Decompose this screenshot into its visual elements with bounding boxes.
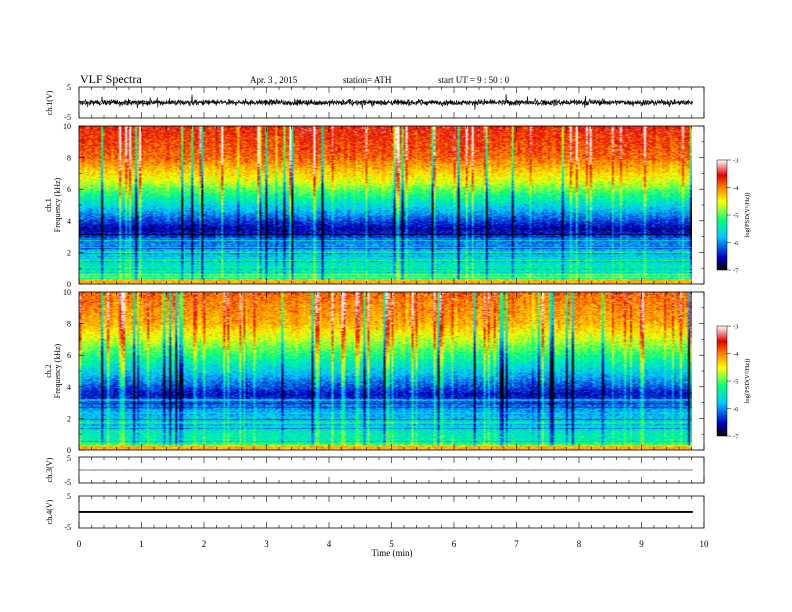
ch2-colorbar-gradient — [716, 325, 728, 437]
ch1-ytick-top: 5 — [67, 83, 71, 92]
colorbar-tick-label: -7 — [733, 268, 739, 275]
spec-ytick-label: 6 — [67, 185, 71, 194]
waveform-path-envelope — [78, 98, 694, 107]
ch4-ytick-top: 5 — [67, 492, 71, 501]
ch2-colorbar-label: log(PSD(V²/Hz)) — [744, 359, 751, 404]
ch2-spectrogram-panel: 0 2 4 6 8 10 ch.2 Frequency (kHz) -3 -4 -5 -6 -7 … — [44, 288, 751, 455]
x-tick-label: 9 — [639, 539, 644, 549]
ch1-colorbar-ticks: -3 -4 -5 -6 -7 — [727, 158, 739, 275]
colorbar-tick-label: -6 — [733, 240, 739, 247]
ch1-x-ticks — [78, 87, 705, 118]
ch1-colorbar-label: log(PSD(V²/Hz)) — [744, 193, 751, 238]
spec-ytick-label: 4 — [67, 217, 71, 226]
start-time-label: start UT = 9 : 50 : 0 — [438, 75, 510, 85]
x-tick-label: 8 — [577, 539, 582, 549]
ch1-spec-y-ticks: 0 2 4 6 8 10 — [63, 122, 704, 289]
ch1-trace — [78, 93, 694, 110]
ch2-spec-channel-label: ch.2 — [44, 364, 53, 378]
x-tick-label: 5 — [389, 539, 394, 549]
colorbar-tick-label: -5 — [733, 379, 738, 386]
spec-ytick-label: 10 — [63, 122, 71, 131]
spec-ytick-label: 2 — [67, 248, 71, 257]
ch2-spec-x-ticks — [78, 292, 705, 450]
ch4-x-ticks — [78, 496, 705, 528]
colorbar-tick-label: -4 — [733, 185, 739, 192]
x-tick-label: 6 — [452, 539, 457, 549]
ch4-trace — [79, 511, 693, 513]
ch2-spec-ylabel: Frequency (kHz) — [53, 343, 62, 398]
spec-ytick-label: 8 — [67, 320, 71, 329]
ch1-ylabel: ch.1(V) — [45, 90, 54, 115]
spec-ytick-label: 0 — [67, 280, 71, 289]
ch2-spectrogram-image — [79, 292, 692, 450]
colorbar-tick-label: -3 — [733, 158, 738, 165]
spec-ytick-label: 2 — [67, 414, 71, 423]
figure-title: VLF Spectra — [80, 72, 142, 86]
ch2-colorbar-ticks: -3 -4 -5 -6 -7 — [727, 324, 739, 441]
ch2-spec-y-ticks: 0 2 4 6 8 10 — [63, 288, 704, 455]
colorbar-tick-label: -5 — [733, 213, 738, 220]
x-tick-label: 2 — [202, 539, 207, 549]
x-tick-label: 10 — [700, 539, 710, 549]
ch4-ylabel: ch.4(V) — [45, 499, 54, 524]
spec-ytick-label: 6 — [67, 351, 71, 360]
ch1-spectrogram-panel: 0 2 4 6 8 10 ch.1 Frequency (kHz) -3 -4 -5 -6 -7 … — [44, 122, 751, 289]
ch1-panel: 5 -5 ch.1(V) — [45, 83, 705, 122]
ch2-colorbar: -3 -4 -5 -6 -7 log(PSD(V²/Hz)) — [716, 324, 751, 441]
ch3-ytick-top: 5 — [67, 454, 71, 463]
x-tick-label: 0 — [77, 539, 82, 549]
spec-ytick-label: 10 — [63, 288, 71, 297]
x-tick-label: 7 — [514, 539, 519, 549]
colorbar-tick-label: -3 — [733, 324, 738, 331]
ch3-panel: 5 -5 ch.3(V) — [45, 454, 705, 487]
date-label: Apr. 3 , 2015 — [250, 75, 298, 85]
spec-ytick-label: 8 — [67, 154, 71, 163]
ch1-ytick-bottom: -5 — [64, 113, 71, 122]
ch1-colorbar: -3 -4 -5 -6 -7 log(PSD(V²/Hz)) — [716, 158, 751, 275]
x-tick-label: 1 — [139, 539, 144, 549]
station-label: station= ATH — [343, 75, 392, 85]
spec-ytick-label: 0 — [67, 446, 71, 455]
colorbar-tick-label: -4 — [733, 351, 739, 358]
ch1-colorbar-gradient — [716, 159, 728, 271]
ch1-spec-x-ticks — [78, 126, 705, 284]
ch4-waveform-band — [79, 511, 693, 513]
ch4-ytick-bottom: -5 — [64, 523, 71, 532]
x-tick-label: 4 — [327, 539, 332, 549]
x-axis-tick-labels: 0 1 2 3 4 5 6 7 8 9 10 — [77, 539, 709, 549]
ch3-x-ticks — [78, 457, 705, 483]
colorbar-tick-label: -7 — [733, 434, 739, 441]
ch1-spec-ylabel: Frequency (kHz) — [53, 177, 62, 232]
ch4-panel: 5 -5 ch.4(V) — [45, 492, 705, 532]
ch3-ylabel: ch.3(V) — [45, 457, 54, 482]
ch1-spec-channel-label: ch.1 — [44, 198, 53, 212]
ch1-spectrogram-image — [79, 126, 692, 284]
colorbar-tick-label: -6 — [733, 406, 739, 413]
x-tick-label: 3 — [264, 539, 269, 549]
ch3-ytick-bottom: -5 — [64, 478, 71, 487]
x-axis-label: Time (min) — [372, 548, 413, 558]
spec-ytick-label: 4 — [67, 383, 71, 392]
